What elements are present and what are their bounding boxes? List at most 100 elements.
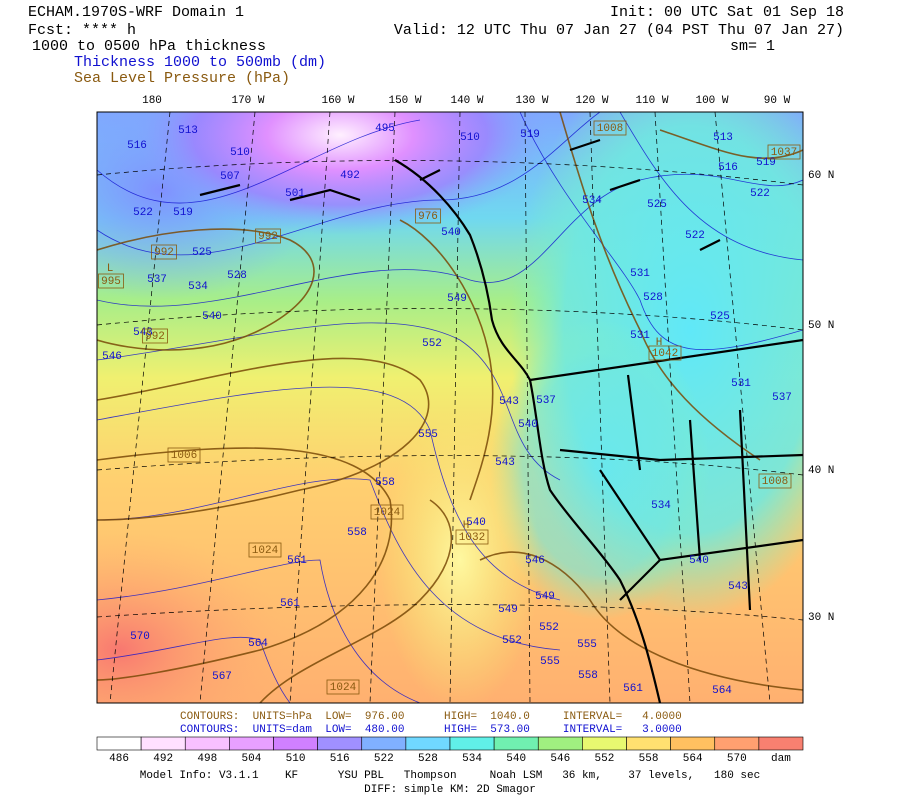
colorbar-label: 564 [683, 753, 703, 765]
field-description: 1000 to 0500 hPa thickness [32, 38, 266, 55]
pressure-contour-label: 992 [145, 331, 165, 343]
colorbar-label: 492 [153, 753, 173, 765]
colorbar-cell [537, 736, 583, 751]
longitude-label: 140 W [450, 95, 483, 107]
thickness-contour-label: 561 [287, 555, 307, 567]
colorbar-label: 570 [727, 753, 747, 765]
colorbar-units: dam [771, 753, 791, 765]
thickness-contour-label: 540 [689, 555, 709, 567]
thickness-contour-label: 540 [466, 517, 486, 529]
map-frame [96, 111, 804, 704]
latitude-label: 40 N [808, 465, 834, 477]
thickness-contour-label: 501 [285, 188, 305, 200]
thickness-contour-label: 525 [647, 199, 667, 211]
thickness-contour-label: 543 [728, 581, 748, 593]
latitude-label: 30 N [808, 612, 834, 624]
colorbar-label: 540 [506, 753, 526, 765]
thickness-contour-label: 510 [230, 147, 250, 159]
thickness-contour-label: 519 [520, 129, 540, 141]
thickness-contour-label: 528 [227, 270, 247, 282]
colorbar-label: 546 [550, 753, 570, 765]
thickness-contour-label: 534 [582, 195, 602, 207]
colorbar-cell [317, 736, 363, 751]
thickness-contour-label: 549 [535, 591, 555, 603]
thickness-contour-label: 552 [539, 622, 559, 634]
thickness-contour-label: 555 [418, 429, 438, 441]
thickness-contour-label: 558 [375, 477, 395, 489]
pressure-label-box [255, 228, 281, 244]
pressure-contour-label: 1008 [597, 123, 623, 135]
colorbar-label: 558 [639, 753, 659, 765]
colorbar-cell [273, 736, 318, 751]
pressure-contour-label: 1008 [762, 476, 788, 488]
thickness-contour-label: 522 [685, 230, 705, 242]
thickness-contour-label: 561 [280, 598, 300, 610]
pressure-contour-label: 992 [258, 231, 278, 243]
thickness-contour-label: 528 [643, 292, 663, 304]
colorbar-label: 516 [330, 753, 350, 765]
thickness-contour-label: 540 [518, 419, 538, 431]
colorbar-cell [229, 736, 274, 751]
pressure-contour-label: 1032 [459, 532, 485, 544]
thickness-contour-label: 519 [173, 207, 193, 219]
thickness-contour-label: 513 [178, 125, 198, 137]
pressure-label-box [767, 144, 801, 160]
thickness-contour-label: 567 [212, 671, 232, 683]
pressure-label-box [98, 273, 124, 289]
pressure-center-marker: H [463, 520, 470, 532]
thickness-contour-label: 537 [536, 395, 556, 407]
title: ECHAM.1970S-WRF Domain 1 [28, 4, 244, 21]
thickness-contour-label: 561 [623, 683, 643, 695]
thickness-contour-label: 564 [712, 685, 732, 697]
thickness-contour-label: 507 [220, 171, 240, 183]
map [97, 112, 803, 703]
thickness-contour-label: 552 [502, 635, 522, 647]
colorbar-cell [449, 736, 495, 751]
pressure-contour-label: 1006 [171, 450, 197, 462]
thickness-contour-label: 522 [750, 188, 770, 200]
thickness-contour-label: 558 [347, 527, 367, 539]
thickness-contour-label: 540 [441, 227, 461, 239]
thickness-contour-label: 531 [630, 330, 650, 342]
colorbar-cell [493, 736, 539, 751]
pressure-center-marker: H [656, 337, 663, 349]
thickness-contour-label: 516 [718, 162, 738, 174]
thickness-contour-label: 516 [127, 140, 147, 152]
thickness-contour-label: 492 [340, 170, 360, 182]
longitude-label: 170 W [231, 95, 264, 107]
thickness-contour-label: 543 [133, 327, 153, 339]
thickness-contour-label: 558 [578, 670, 598, 682]
pressure-contour-label: 1042 [652, 348, 678, 360]
pressure-contour-label: 1024 [252, 545, 279, 557]
thickness-contour-label: 543 [499, 396, 519, 408]
longitude-label: 160 W [321, 95, 354, 107]
thickness-contour-label: 546 [102, 351, 122, 363]
pressure-label-box [758, 473, 792, 489]
thickness-contour-label: 537 [772, 392, 792, 404]
thickness-contour-label: 510 [460, 132, 480, 144]
diff-info: DIFF: simple KM: 2D Smagor [364, 784, 536, 796]
thickness-contour-label: 555 [540, 656, 560, 668]
pressure-contour-label: 976 [418, 211, 438, 223]
thickness-contour-label: 543 [495, 457, 515, 469]
forecast-hour: Fcst: **** h [28, 22, 136, 39]
thickness-contour-label: 549 [447, 293, 467, 305]
colorbar-cell [758, 736, 804, 751]
colorbar-label: 534 [462, 753, 482, 765]
longitude-label: 180 [142, 95, 162, 107]
thickness-contour-label: 540 [202, 311, 222, 323]
pressure-label-box [648, 345, 682, 361]
thickness-contour-label: 549 [498, 604, 518, 616]
colorbar-cell [140, 736, 186, 751]
latitude-label: 50 N [808, 320, 834, 332]
thickness-contour-info: CONTOURS: UNITS=dam LOW= 480.00 HIGH= 57… [180, 724, 682, 736]
colorbar-cell [582, 736, 627, 751]
valid-time: Valid: 12 UTC Thu 07 Jan 27 (04 PST Thu … [394, 22, 844, 39]
colorbar-cell [405, 736, 451, 751]
thickness-contour-label: 546 [525, 555, 545, 567]
pressure-contour-label: 992 [154, 247, 174, 259]
model-info: Model Info: V3.1.1 KF YSU PBL Thompson N… [140, 770, 761, 782]
pressure-label-box [248, 542, 282, 558]
pressure-label-box [415, 208, 441, 224]
